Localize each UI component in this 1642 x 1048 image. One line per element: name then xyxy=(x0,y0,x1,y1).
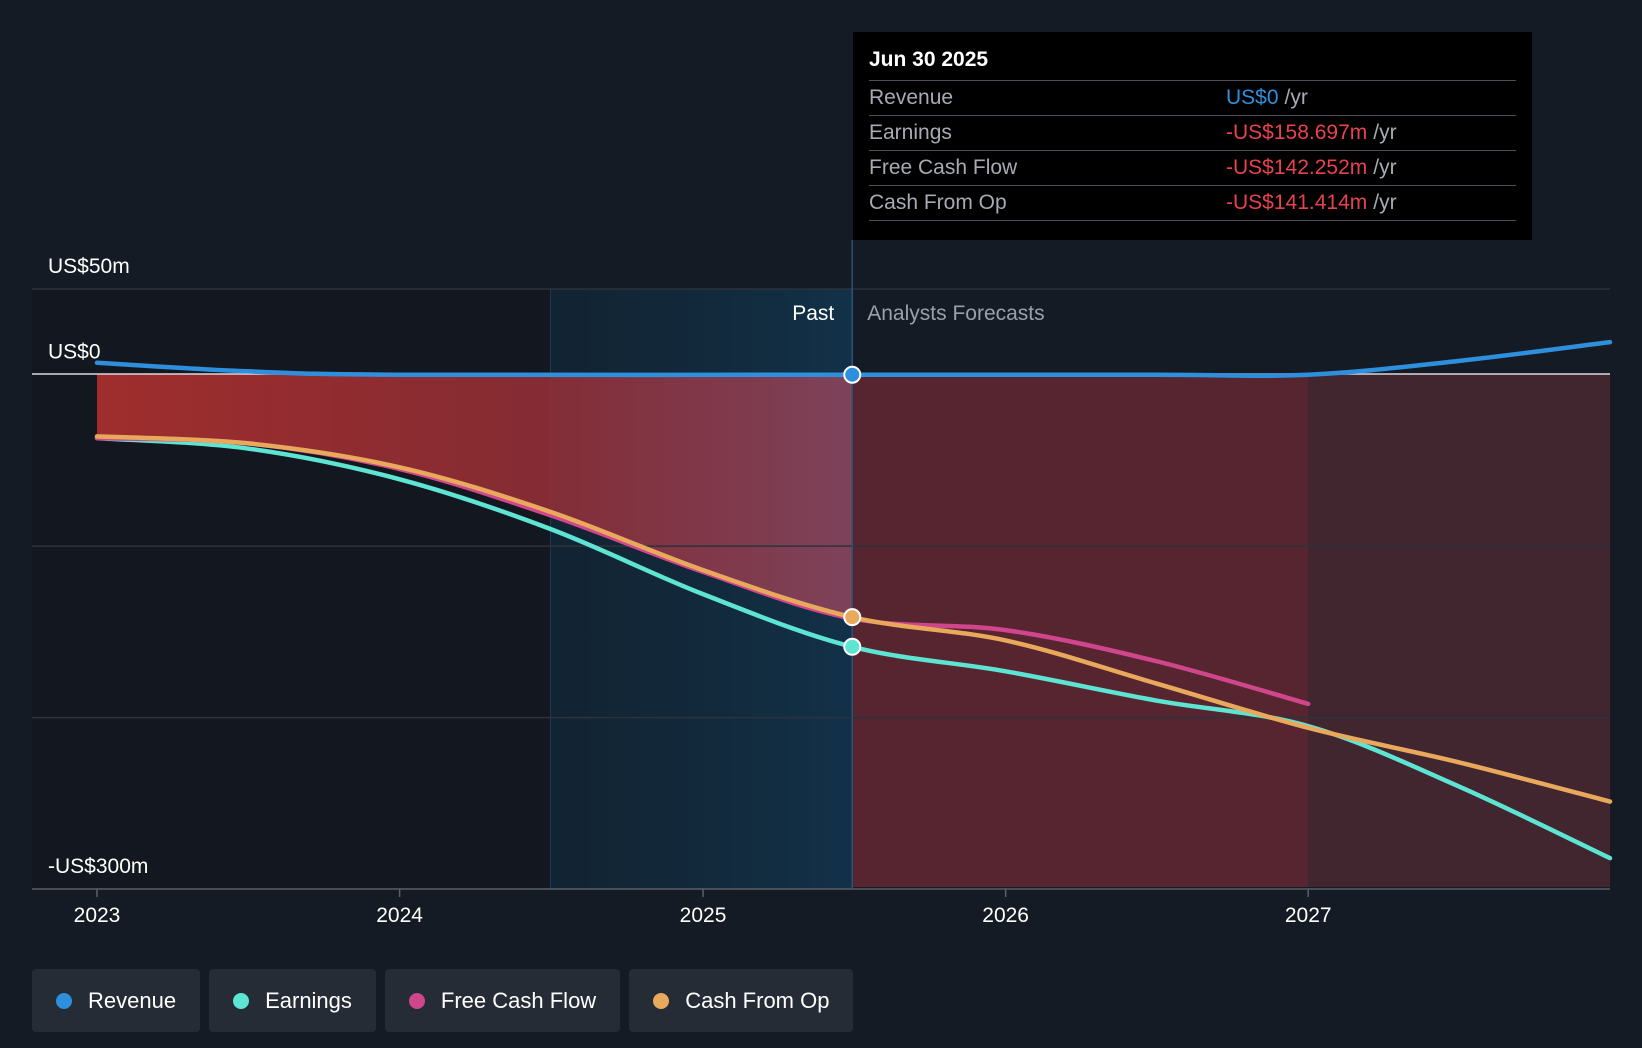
y-label-top: US$50m xyxy=(48,255,130,278)
legend-label: Revenue xyxy=(88,987,177,1013)
tooltip-row-free-cash-flow: Free Cash Flow -US$142.252m /yr xyxy=(869,151,1516,186)
legend-label: Free Cash Flow xyxy=(440,987,597,1013)
tooltip-row-cash-from-op: Cash From Op -US$141.414m /yr xyxy=(869,186,1516,221)
tooltip-unit: /yr xyxy=(1373,191,1397,214)
tooltip-unit: /yr xyxy=(1373,121,1397,144)
tooltip-value: -US$142.252m xyxy=(1226,156,1368,179)
legend-item-free-cash-flow[interactable]: Free Cash Flow xyxy=(384,969,621,1032)
legend-label: Cash From Op xyxy=(685,987,830,1013)
legend-item-revenue[interactable]: Revenue xyxy=(32,969,201,1032)
legend-dot-icon xyxy=(653,992,670,1009)
legend-item-cash-from-op[interactable]: Cash From Op xyxy=(629,969,854,1032)
tooltip-date: Jun 30 2025 xyxy=(869,46,1516,81)
forecast-negative-area xyxy=(852,374,1309,887)
legend: Revenue Earnings Free Cash Flow Cash Fro… xyxy=(32,969,854,1032)
tooltip-unit: /yr xyxy=(1284,86,1308,109)
tooltip-label: Cash From Op xyxy=(869,191,1007,214)
marker-revenue xyxy=(843,365,862,384)
x-tick-label: 2027 xyxy=(1285,904,1332,927)
legend-item-earnings[interactable]: Earnings xyxy=(209,969,376,1032)
tooltip-unit: /yr xyxy=(1373,156,1397,179)
tooltip-row-revenue: Revenue US$0 /yr xyxy=(869,81,1516,116)
tooltip-label: Free Cash Flow xyxy=(869,156,1018,179)
series-line-revenue xyxy=(94,339,1613,378)
forecast-label: Analysts Forecasts xyxy=(867,302,1044,325)
tooltip-label: Revenue xyxy=(869,86,954,109)
x-tick-label: 2024 xyxy=(376,904,423,927)
tooltip-value: -US$158.697m xyxy=(1226,121,1368,144)
legend-dot-icon xyxy=(408,992,425,1009)
x-tick-label: 2023 xyxy=(74,904,121,927)
forecast-negative-area-late xyxy=(1308,374,1610,887)
legend-dot-icon xyxy=(233,992,250,1009)
y-label-zero: US$0 xyxy=(48,341,101,364)
past-label: Past xyxy=(792,302,834,325)
tooltip-row-earnings: Earnings -US$158.697m /yr xyxy=(869,116,1516,151)
legend-dot-icon xyxy=(56,992,72,1009)
tooltip-label: Earnings xyxy=(869,121,952,144)
legend-label: Earnings xyxy=(265,987,352,1013)
past-negative-area xyxy=(97,374,853,618)
tooltip: Jun 30 2025 Revenue US$0 /yr Earnings -U… xyxy=(853,32,1532,240)
marker-cash-from-op xyxy=(843,608,862,627)
y-label-bottom: -US$300m xyxy=(48,855,148,878)
marker-earnings xyxy=(843,637,862,656)
x-tick-label: 2026 xyxy=(982,904,1029,927)
tooltip-value: US$0 xyxy=(1226,86,1279,109)
tooltip-value: -US$141.414m xyxy=(1226,191,1368,214)
x-tick-label: 2025 xyxy=(680,904,727,927)
